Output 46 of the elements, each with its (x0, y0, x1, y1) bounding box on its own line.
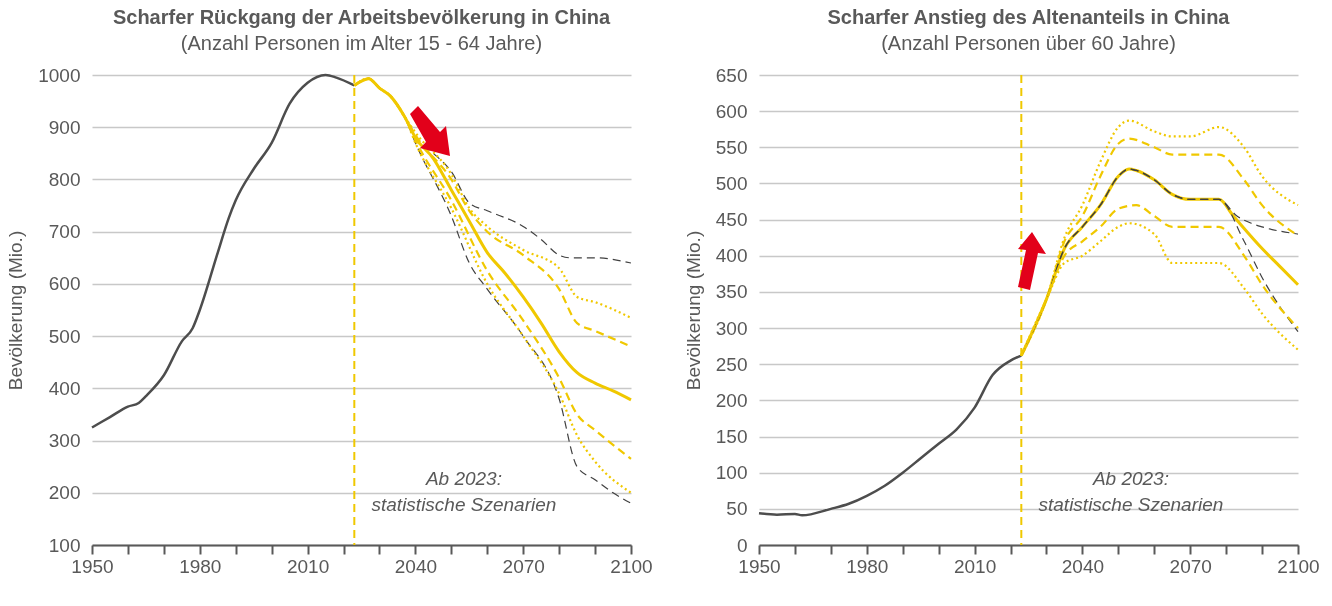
chart-title: Scharfer Anstieg des Altenanteils in China (827, 6, 1231, 28)
chart-subtitle: (Anzahl Personen über 60 Jahre) (881, 32, 1176, 54)
y-tick-label: 100 (48, 534, 81, 556)
y-axis-title: Bevölkerung (Mio.) (5, 230, 27, 391)
x-tick-label: 2040 (1061, 555, 1105, 577)
x-tick-label: 1980 (846, 555, 889, 577)
y-tick-label: 550 (715, 136, 748, 158)
y-tick-label: 200 (48, 482, 81, 504)
x-tick-label: 2070 (1169, 555, 1212, 577)
annotation: Ab 2023: (424, 468, 502, 489)
y-tick-label: 800 (48, 168, 81, 190)
y-tick-label: 300 (48, 430, 81, 452)
x-tick-label: 2070 (502, 555, 545, 577)
x-tick-label: 1950 (71, 555, 114, 577)
y-tick-label: 100 (715, 462, 748, 484)
y-tick-label: 1000 (38, 64, 81, 86)
y-tick-label: 50 (726, 498, 748, 520)
annotation: statistische Szenarien (371, 494, 557, 515)
x-tick-label: 1950 (738, 555, 781, 577)
y-tick-label: 400 (715, 245, 748, 267)
chart-title: Scharfer Rückgang der Arbeitsbevölkerung in China (112, 6, 611, 28)
x-tick-label: 2100 (1277, 555, 1320, 577)
y-tick-label: 500 (48, 325, 81, 347)
y-tick-label: 0 (736, 534, 748, 556)
y-tick-label: 200 (715, 389, 748, 411)
x-tick-label: 2010 (286, 555, 330, 577)
x-tick-label: 2100 (610, 555, 653, 577)
y-tick-label: 400 (48, 377, 81, 399)
x-tick-label: 2040 (394, 555, 438, 577)
y-tick-label: 700 (48, 221, 81, 243)
y-tick-label: 250 (715, 353, 748, 375)
annotation: statistische Szenarien (1038, 494, 1224, 515)
x-tick-label: 2010 (953, 555, 997, 577)
y-tick-label: 300 (715, 317, 748, 339)
x-tick-label: 1980 (179, 555, 222, 577)
y-tick-label: 600 (715, 100, 748, 122)
y-axis-title: Bevölkerung (Mio.) (682, 230, 704, 391)
y-tick-label: 450 (715, 209, 748, 231)
y-tick-label: 150 (715, 426, 748, 448)
y-tick-label: 350 (715, 281, 748, 303)
y-tick-label: 650 (715, 64, 748, 86)
y-tick-label: 900 (48, 116, 81, 138)
annotation: Ab 2023: (1091, 468, 1169, 489)
chart-subtitle: (Anzahl Personen im Alter 15 - 64 Jahre) (180, 32, 543, 54)
y-tick-label: 600 (48, 273, 81, 295)
y-tick-label: 500 (715, 172, 748, 194)
